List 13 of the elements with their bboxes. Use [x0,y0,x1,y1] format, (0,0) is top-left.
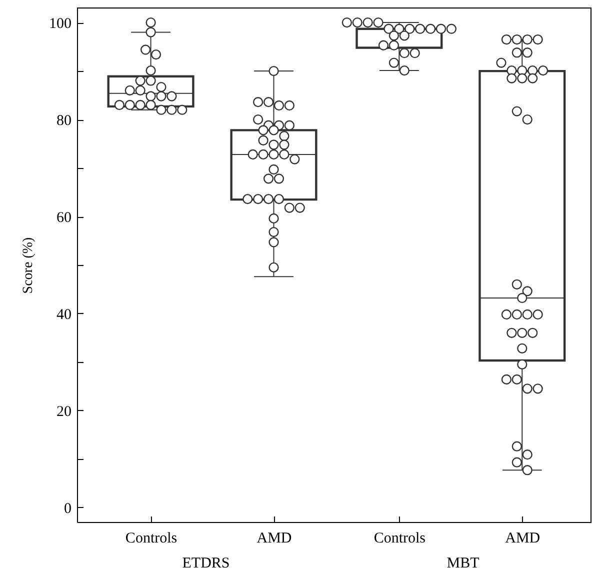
x-tick-label: Controls [374,530,426,546]
y-axis-title: Score (%) [21,236,36,294]
y-tick-label: 100 [49,16,72,32]
y-tick-label: 0 [64,500,72,517]
y-tick-label: 40 [56,306,72,323]
y-tick-label: 20 [56,404,72,420]
x-tick-label: AMD [505,530,540,546]
x-tick-label: Controls [125,530,178,546]
y-tick-label: 60 [56,210,72,226]
x-tick-label: AMD [256,530,292,546]
x-axis-title: ETDRS [182,556,230,572]
y-tick-label: 80 [56,113,72,130]
x-axis-title: MBT [446,556,480,572]
